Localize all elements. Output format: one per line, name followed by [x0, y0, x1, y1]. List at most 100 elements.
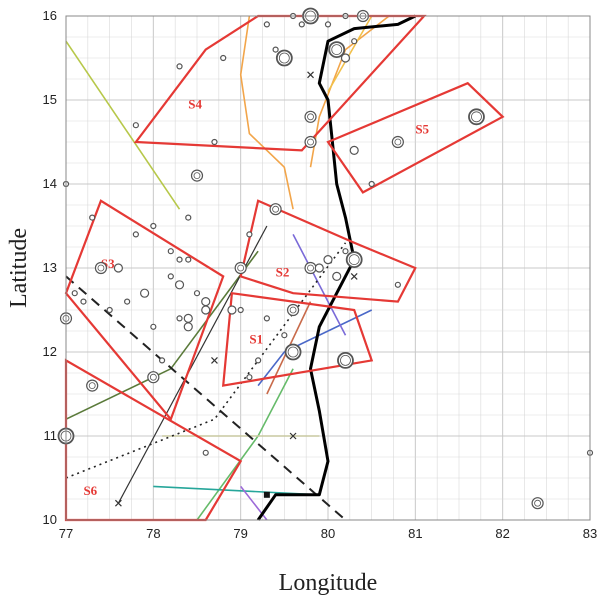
x-tick-label: 82 [495, 526, 509, 541]
epicenter [246, 231, 253, 238]
plot-frame [65, 15, 591, 521]
epicenter-inner-ring [307, 138, 314, 146]
epicenter-inner-ring [471, 111, 482, 123]
epicenter [298, 21, 305, 28]
epicenter [323, 255, 333, 265]
y-tick-label: 16 [43, 8, 57, 23]
epicenter [86, 379, 99, 392]
epicenter [132, 231, 139, 238]
x-tick-label: 81 [408, 526, 422, 541]
epicenter-inner-ring [88, 382, 96, 390]
epicenter [201, 305, 211, 315]
lineaments [65, 15, 390, 521]
epicenter [140, 288, 150, 298]
epicenter-inner-ring [193, 172, 201, 180]
epicenter [349, 145, 359, 155]
y-axis-label: Latitude [6, 228, 32, 308]
epicenter [237, 306, 244, 314]
epicenter [340, 53, 351, 63]
zone-s2-label: S2 [276, 264, 290, 279]
epicenter [89, 214, 96, 221]
station-marker [114, 499, 122, 507]
station-marker [211, 356, 218, 364]
epicenter [314, 263, 324, 273]
epicenter [158, 357, 166, 364]
epicenter-inner-ring [272, 205, 280, 213]
epicenter [183, 322, 193, 332]
epicenter-inner-ring [97, 264, 105, 272]
epicenter [174, 280, 185, 290]
epicenter-inner-ring [534, 499, 541, 507]
x-tick-label: 78 [146, 526, 160, 541]
x-tick-label: 83 [583, 526, 597, 541]
epicenter-inner-ring [287, 346, 299, 358]
zone-s1-label: S1 [249, 332, 263, 347]
y-tick-label: 11 [44, 428, 58, 443]
epicenter [167, 248, 174, 255]
dashed-trend-line [65, 275, 347, 521]
epicenter [269, 203, 282, 216]
epicenter [263, 21, 270, 28]
epicenter-inner-ring [289, 306, 297, 314]
lineament [257, 309, 373, 387]
y-tick-label: 10 [43, 512, 57, 527]
epicenter [332, 271, 342, 281]
x-axis-label: Longitude [279, 570, 378, 596]
epicenter [351, 38, 358, 45]
epicenter [304, 261, 317, 275]
lineament [239, 15, 294, 210]
epicenter-inner-ring [348, 254, 360, 266]
station-marker [289, 432, 297, 440]
epicenter [263, 315, 270, 322]
x-tick-label: 79 [233, 526, 247, 541]
epicenter [255, 357, 262, 364]
zone-s5-label: S5 [415, 122, 429, 137]
epicenter [193, 290, 201, 297]
epicenter [167, 273, 174, 280]
dotted-trend-line [65, 242, 347, 479]
epicenters [57, 7, 594, 510]
epicenter [234, 261, 247, 275]
zone-s1-outline [221, 291, 374, 387]
epicenter [286, 303, 300, 317]
x-tick-label: 80 [321, 526, 335, 541]
epicenter [531, 497, 544, 510]
y-tick-label: 13 [43, 260, 57, 275]
zone-s3-outline [64, 199, 225, 422]
square-marker [263, 491, 270, 498]
epicenter [176, 63, 183, 70]
epicenter [202, 449, 209, 456]
zone-s6-label: S6 [83, 483, 97, 498]
epicenter [324, 21, 332, 28]
epicenter-inner-ring [307, 113, 314, 121]
epicenter [201, 297, 211, 307]
epicenter [220, 54, 227, 62]
epicenter-inner-ring [340, 354, 351, 366]
epicenter [183, 313, 193, 323]
epicenter [147, 371, 160, 384]
epicenter-inner-ring [307, 264, 314, 272]
epicenter [211, 138, 218, 146]
epicenter [185, 256, 192, 263]
y-tick-label: 15 [43, 92, 57, 107]
epicenter [176, 315, 183, 322]
epicenter [71, 290, 78, 297]
station-marker [350, 272, 358, 280]
epicenter [150, 222, 157, 230]
epicenter [227, 305, 237, 315]
epicenter [80, 298, 87, 305]
epicenter [132, 122, 139, 129]
zone-s5-outline [326, 81, 505, 194]
epicenter-inner-ring [237, 264, 245, 272]
epicenter [113, 263, 124, 273]
epicenter [150, 323, 157, 330]
lineament [292, 234, 347, 336]
epicenter [246, 374, 253, 381]
y-tick-label: 14 [43, 176, 57, 191]
epicenter [106, 306, 113, 314]
epicenter [124, 298, 131, 305]
epicenter [304, 110, 317, 123]
epicenter-inner-ring [331, 44, 343, 55]
epicenter [281, 332, 288, 339]
epicenter [368, 180, 375, 188]
